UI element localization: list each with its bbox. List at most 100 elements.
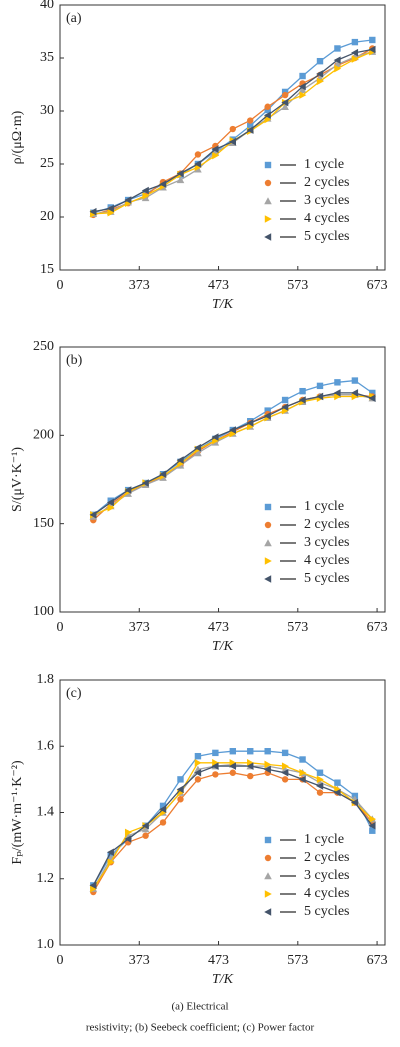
marker — [247, 422, 255, 431]
marker — [316, 392, 324, 401]
marker — [194, 449, 202, 457]
marker — [281, 749, 289, 757]
marker — [194, 443, 202, 452]
marker — [264, 115, 272, 124]
caption: (a) Electrical — [171, 1001, 228, 1013]
marker — [264, 407, 271, 414]
legend-label: 3 cycles — [304, 868, 349, 883]
marker — [211, 145, 219, 153]
marker — [159, 805, 167, 813]
legend-marker — [264, 872, 272, 880]
y-tick-label: 150 — [33, 516, 54, 531]
marker — [141, 821, 149, 830]
legend-label: 5 cycles — [304, 904, 349, 919]
caption: resistivity; (b) Seebeck coefficient; (c… — [86, 1022, 315, 1034]
x-tick-label: 573 — [287, 620, 308, 635]
legend-marker — [264, 161, 272, 169]
marker — [351, 55, 359, 63]
marker — [281, 91, 289, 99]
legend-label: 3 cycles — [304, 193, 349, 208]
marker — [246, 762, 254, 770]
marker — [177, 776, 184, 783]
legend-marker — [264, 539, 272, 547]
y-axis-label: Fₚ/(mW·m⁻¹·K⁻²) — [10, 760, 25, 865]
marker — [176, 456, 184, 464]
marker — [351, 389, 359, 397]
x-tick-label: 473 — [208, 620, 229, 635]
marker — [124, 486, 132, 494]
marker — [106, 848, 114, 857]
marker — [334, 379, 341, 386]
legend-marker — [264, 503, 272, 511]
marker — [124, 196, 132, 204]
marker — [281, 776, 289, 783]
legend-marker — [264, 521, 272, 529]
marker — [369, 815, 377, 823]
legend-label: 3 cycles — [304, 535, 349, 550]
marker — [176, 176, 185, 184]
panel-label: (c) — [66, 686, 82, 701]
marker — [351, 392, 359, 401]
legend-marker — [264, 908, 272, 916]
marker — [142, 832, 149, 839]
x-axis-label: T/K — [212, 297, 234, 312]
y-tick-label: 40 — [40, 0, 54, 12]
x-tick-label: 373 — [129, 953, 150, 968]
marker — [159, 470, 167, 478]
marker — [247, 759, 255, 767]
legend-marker — [264, 890, 272, 898]
marker — [333, 788, 341, 797]
marker — [333, 56, 341, 64]
marker — [194, 151, 202, 158]
plot-frame — [59, 346, 386, 613]
marker — [298, 82, 306, 91]
marker — [212, 771, 219, 778]
marker — [333, 389, 341, 397]
marker — [229, 748, 237, 755]
marker — [212, 151, 220, 160]
marker — [211, 433, 219, 441]
marker — [351, 798, 359, 807]
x-tick-label: 473 — [208, 278, 229, 293]
marker — [124, 835, 132, 843]
legend-marker — [264, 854, 272, 862]
y-tick-label: 250 — [33, 339, 54, 354]
marker — [368, 394, 376, 403]
marker — [334, 785, 342, 794]
legend-label: 5 cycles — [304, 229, 349, 244]
marker — [334, 45, 341, 52]
marker — [176, 169, 184, 178]
y-tick-label: 1.8 — [37, 672, 55, 687]
marker — [194, 759, 202, 767]
marker — [316, 782, 324, 790]
marker — [264, 748, 271, 755]
legend-marker — [264, 836, 272, 844]
marker — [351, 38, 359, 46]
x-tick-label: 573 — [287, 278, 308, 293]
x-tick-label: 373 — [129, 620, 150, 635]
x-tick-label: 673 — [367, 953, 388, 968]
marker — [316, 775, 324, 784]
marker — [159, 180, 167, 188]
y-tick-label: 30 — [40, 103, 54, 118]
legend-marker — [264, 179, 272, 187]
marker — [247, 748, 254, 755]
legend-label: 2 cycles — [304, 175, 349, 190]
marker — [141, 479, 149, 487]
marker — [229, 762, 237, 770]
marker — [281, 98, 289, 107]
marker — [177, 796, 184, 803]
y-axis-label: S/(μV·K⁻¹) — [10, 447, 25, 512]
marker — [194, 776, 202, 783]
marker — [281, 768, 289, 777]
marker — [159, 819, 167, 826]
marker — [368, 45, 376, 54]
x-axis-label: T/K — [212, 639, 234, 654]
x-tick-label: 0 — [57, 953, 64, 968]
marker — [334, 392, 342, 401]
marker — [299, 768, 307, 777]
panel-label: (a) — [66, 11, 82, 26]
legend-marker — [264, 215, 272, 223]
marker — [334, 779, 341, 786]
y-tick-label: 15 — [40, 262, 54, 277]
